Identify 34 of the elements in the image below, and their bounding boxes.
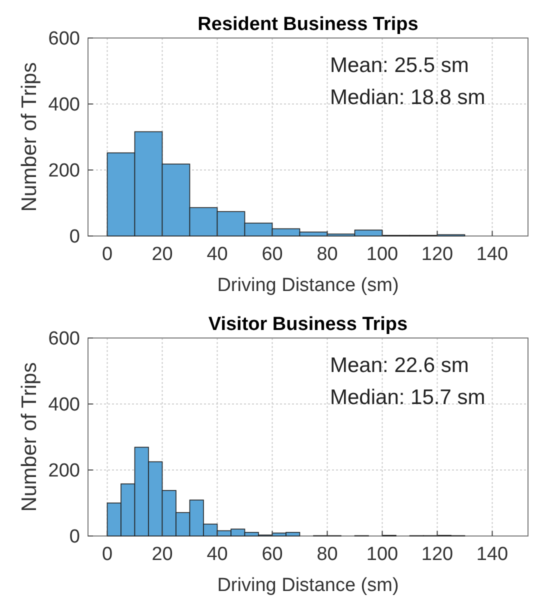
- x-tick-label: 100: [366, 244, 398, 265]
- y-tick-label: 0: [69, 226, 80, 248]
- x-tick-label: 120: [421, 544, 454, 565]
- x-axis-title: Driving Distance (sm): [217, 575, 399, 596]
- x-tick-label: 20: [152, 244, 173, 265]
- x-tick-label: 20: [152, 544, 173, 565]
- y-tick-label: 400: [48, 94, 80, 116]
- x-tick-label: 0: [102, 244, 113, 265]
- y-tick-label: 400: [48, 394, 80, 416]
- x-tick-label: 40: [206, 244, 228, 265]
- x-tick-label: 140: [476, 544, 508, 565]
- y-tick-label: 0: [69, 526, 80, 548]
- chart-title: Resident Business Trips: [198, 14, 418, 35]
- x-tick-label: 120: [421, 244, 454, 265]
- x-tick-label: 0: [102, 544, 113, 565]
- y-tick-label: 600: [48, 28, 80, 50]
- chart-title: Visitor Business Trips: [208, 314, 408, 335]
- x-axis-title: Driving Distance (sm): [217, 275, 399, 296]
- x-tick-label: 60: [262, 544, 283, 565]
- y-axis-title: Number of Trips: [18, 362, 41, 512]
- annotation: Mean: 25.5 sm: [330, 54, 469, 77]
- annotation: Median: 18.8 sm: [330, 86, 486, 109]
- x-tick-label: 60: [262, 244, 283, 265]
- y-axis-title: Number of Trips: [18, 62, 41, 212]
- annotation: Median: 15.7 sm: [330, 386, 486, 409]
- y-tick-label: 200: [48, 160, 80, 182]
- y-tick-label: 200: [48, 460, 80, 482]
- x-tick-label: 40: [206, 544, 228, 565]
- y-tick-label: 600: [48, 328, 80, 350]
- x-tick-label: 80: [316, 544, 338, 565]
- x-tick-label: 100: [366, 544, 398, 565]
- annotation: Mean: 22.6 sm: [330, 354, 469, 377]
- x-tick-label: 80: [316, 244, 338, 265]
- x-tick-label: 140: [476, 244, 508, 265]
